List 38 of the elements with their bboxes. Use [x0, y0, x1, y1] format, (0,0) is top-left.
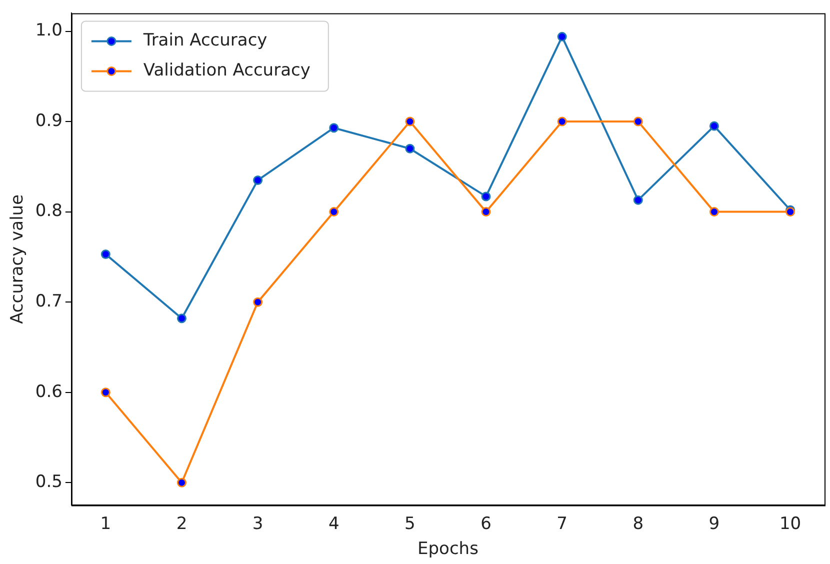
point	[557, 116, 567, 126]
point	[100, 388, 110, 398]
y-tick-label: 1.0	[35, 20, 62, 41]
point	[176, 314, 186, 324]
point	[709, 207, 719, 217]
x-axis-title: Epochs	[418, 539, 479, 560]
x-tick-label: 5	[404, 514, 416, 534]
x-tick-label: 3	[252, 514, 264, 534]
x-tick-label: 2	[176, 514, 188, 534]
x-tick-label: 1	[100, 514, 112, 534]
x-tick-label: 9	[708, 514, 720, 534]
legend-label: Train Accuracy	[142, 30, 268, 51]
point	[557, 32, 567, 42]
x-tick-label: 4	[328, 514, 340, 534]
legend-label: Validation Accuracy	[143, 60, 310, 81]
y-axis-title: Accuracy value	[8, 194, 28, 324]
y-tick-label: 0.6	[35, 382, 62, 402]
point	[253, 297, 263, 307]
point	[405, 116, 415, 126]
point	[633, 116, 643, 126]
point	[481, 207, 491, 217]
x-tick-label: 6	[480, 514, 492, 534]
point	[709, 121, 719, 131]
x-tick-label: 10	[779, 514, 802, 534]
y-tick-label: 0.8	[35, 201, 62, 222]
point	[253, 175, 263, 185]
y-tick-label: 0.9	[35, 110, 62, 131]
point	[481, 192, 491, 202]
x-tick-label: 8	[632, 514, 644, 534]
point	[329, 123, 339, 133]
point	[405, 144, 415, 154]
y-tick-label: 0.5	[35, 472, 62, 492]
x-tick-label: 7	[556, 514, 568, 534]
y-tick-label: 0.7	[35, 292, 62, 312]
point	[176, 478, 186, 488]
point	[633, 195, 643, 205]
point	[329, 207, 339, 217]
point	[100, 249, 110, 259]
